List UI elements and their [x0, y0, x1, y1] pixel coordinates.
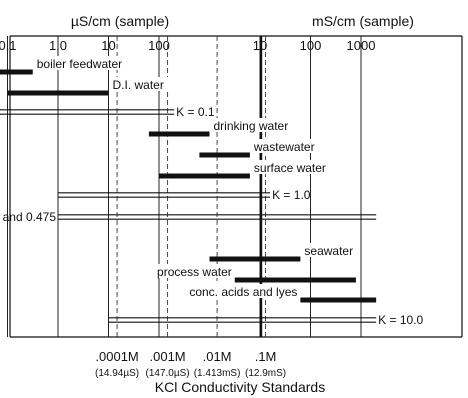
range-bar-label: seawater	[304, 244, 353, 258]
cell-constant-ranges: K = 0.1 K = 1.0 K = 0.6 and 0.475 K = 10.0	[0, 104, 424, 328]
standards-title: KCl Conductivity Standards	[155, 379, 325, 395]
standard-concentration-label: .0001M	[95, 349, 138, 364]
label-backdrop	[271, 187, 306, 203]
range-bar: drinking water	[148, 118, 300, 137]
left-unit-label: µS/cm (sample)	[71, 13, 169, 29]
range-bar-label: surface water	[254, 161, 326, 175]
label-backdrop	[175, 104, 210, 120]
range-bar: seawater	[209, 243, 355, 262]
cell-range: K = 10.0	[108, 312, 424, 328]
tick-label: 1.0	[49, 38, 67, 53]
label-backdrop	[150, 264, 233, 278]
range-bar: wastewater	[199, 139, 316, 158]
cell-range: K = 1.0	[58, 187, 311, 203]
range-bar: boiler feedwater	[0, 56, 135, 75]
label-backdrop	[211, 118, 300, 132]
cell-range-label: K = 0.1	[176, 105, 215, 119]
tick-label: 1000	[347, 38, 376, 53]
cell-range-label: K = 10.0	[378, 313, 423, 327]
tick-label: 0.1	[0, 38, 17, 53]
label-backdrop	[14, 209, 56, 225]
tick-label: 100	[300, 38, 322, 53]
standard-value-label: (147.0µS)	[146, 368, 190, 379]
label-backdrop	[251, 139, 316, 153]
standard-value-label: (14.94µS)	[95, 368, 139, 379]
cell-range-label: K = 0.6 and 0.475	[0, 210, 56, 224]
standard-value-label: (1.413mS)	[194, 368, 241, 379]
label-backdrop	[174, 284, 299, 298]
range-bar-label: D.I. water	[113, 78, 164, 92]
standard-concentration-label: .001M	[150, 349, 186, 364]
range-bar: surface water	[159, 160, 334, 179]
kcl-standard-labels: .0001M (14.94µS) .001M (147.0µS) .01M (1.413m…	[95, 349, 286, 379]
cell-range: K = 0.6 and 0.475	[0, 209, 377, 225]
label-backdrop	[34, 56, 135, 70]
label-backdrop	[302, 243, 355, 257]
range-bar-label: boiler feedwater	[37, 57, 122, 71]
label-backdrop	[110, 77, 175, 91]
chart-frame	[9, 35, 463, 338]
range-bar: process water	[150, 264, 356, 283]
scale-tick-labels: 0.1 1.0 10 100 10 100 1000	[0, 38, 375, 53]
range-bar: D.I. water	[7, 77, 175, 96]
range-bar-label: drinking water	[214, 119, 289, 133]
tick-label: 10	[101, 38, 115, 53]
cell-range: K = 0.1	[0, 104, 215, 120]
label-backdrop	[377, 312, 414, 328]
range-bar: conc. acids and lyes	[174, 284, 377, 303]
right-unit-label: mS/cm (sample)	[312, 13, 414, 29]
application-ranges: boiler feedwater D.I. water drinking water…	[0, 56, 377, 303]
cell-range-label: K = 1.0	[272, 188, 311, 202]
standard-concentration-label: .01M	[203, 349, 232, 364]
tick-label: 100	[148, 38, 170, 53]
range-bar-label: conc. acids and lyes	[189, 285, 297, 299]
standard-concentration-label: .1M	[255, 349, 277, 364]
range-bar-label: wastewater	[253, 140, 315, 154]
label-backdrop	[251, 160, 334, 174]
standard-value-label: (12.9mS)	[245, 368, 286, 379]
range-bar-label: process water	[157, 265, 232, 279]
tick-label: 10	[253, 38, 267, 53]
